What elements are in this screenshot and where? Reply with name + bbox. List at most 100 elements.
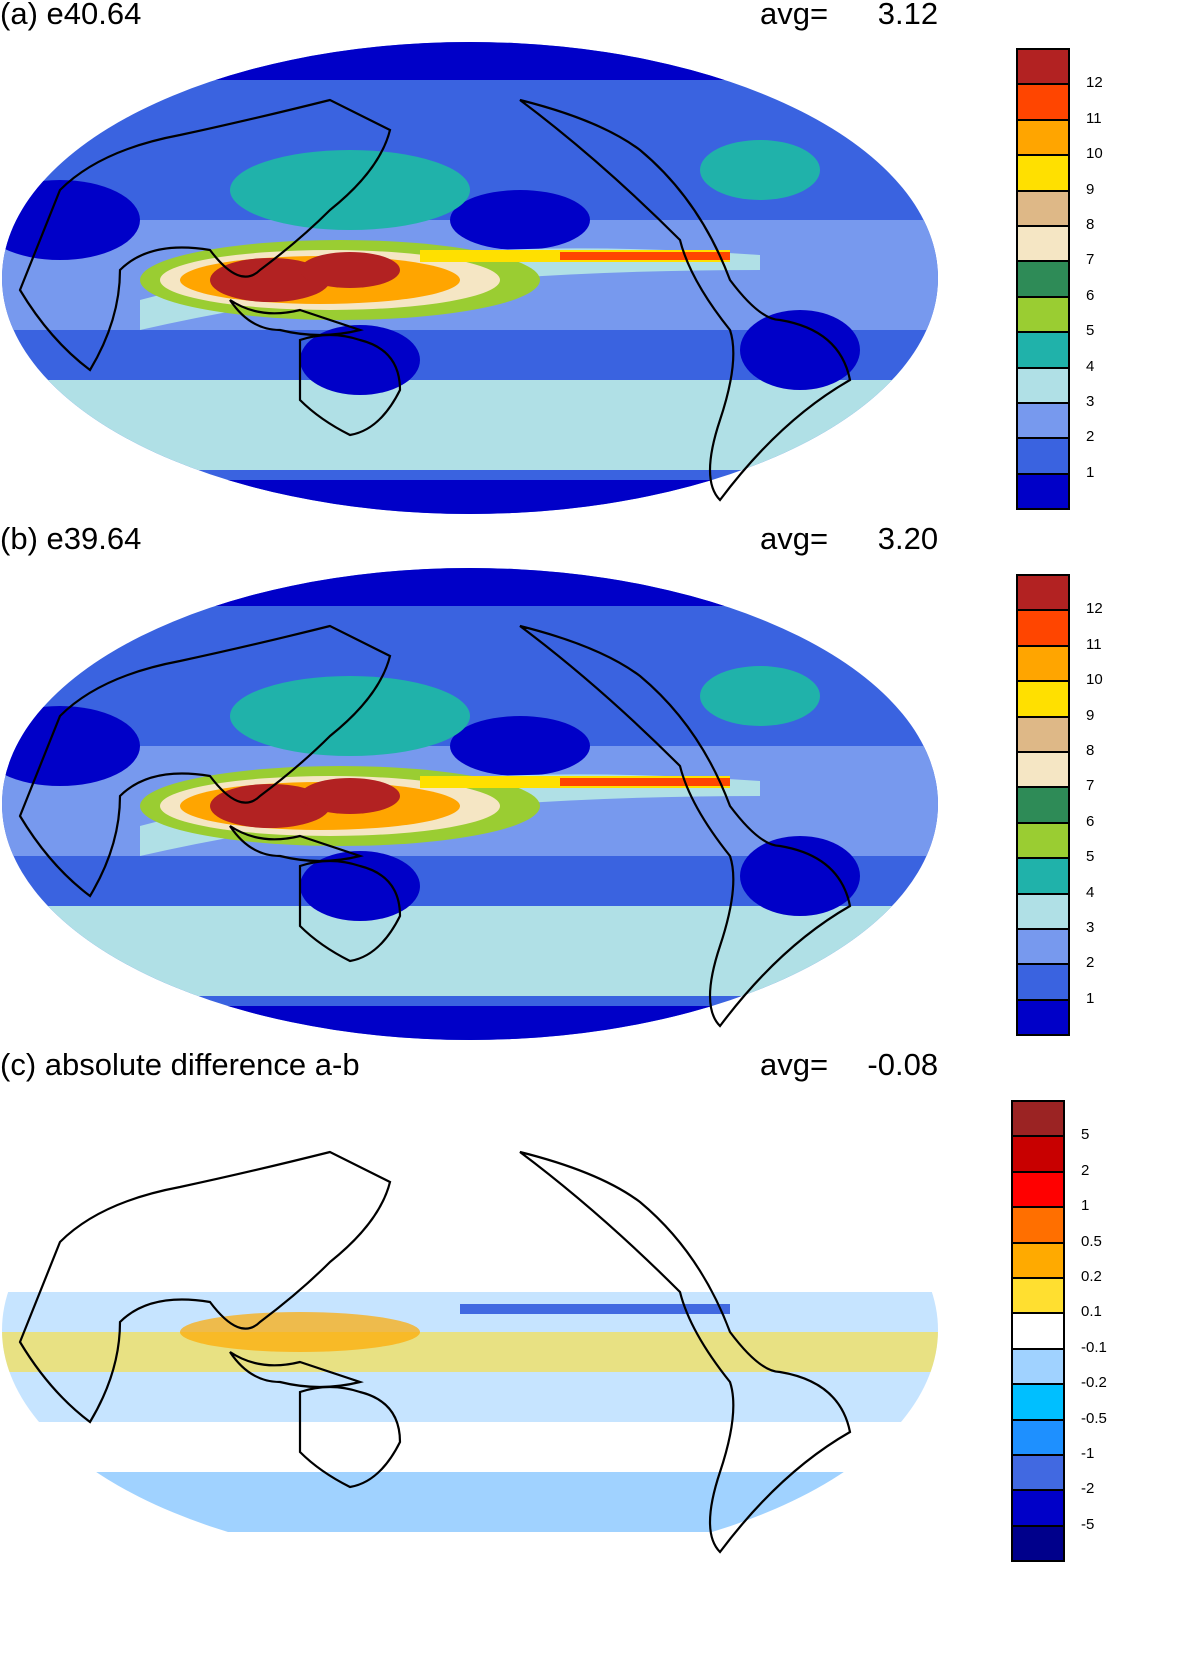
coastline <box>229 1351 364 1389</box>
colorbar-swatch <box>1016 366 1070 404</box>
colorbar-swatch <box>1016 118 1070 157</box>
coastline <box>298 859 402 963</box>
colorbar-label: 12 <box>1086 600 1103 618</box>
coastline <box>519 98 852 502</box>
precip-max <box>210 258 330 302</box>
colorbar-swatch <box>1016 574 1070 612</box>
panel-b-title: (b) e39.64 <box>0 521 142 556</box>
colorbar-swatch <box>1011 1277 1065 1315</box>
colorbar-label: 6 <box>1086 812 1095 830</box>
colorbar-label: 9 <box>1086 706 1095 724</box>
avg-value: -0.08 <box>867 1047 939 1082</box>
colorbar-label: 7 <box>1086 777 1095 795</box>
colorbar-swatch <box>1016 437 1070 475</box>
colorbar-swatch <box>1016 189 1070 227</box>
colorbar-label: 0.5 <box>1081 1232 1102 1250</box>
colorbar-label: 5 <box>1081 1126 1090 1144</box>
colorbar-label: 10 <box>1086 145 1103 163</box>
background <box>440 1222 600 1282</box>
panel-c-avg: avg= -0.08 <box>760 1047 938 1083</box>
colorbar-swatch <box>1016 644 1070 683</box>
colorbar-label: 11 <box>1086 109 1102 127</box>
colorbar-swatch <box>1011 1170 1065 1209</box>
latitude-band <box>2 1006 938 1040</box>
colorbar-label: 0.2 <box>1081 1268 1102 1285</box>
colorbar-swatch <box>1016 295 1070 334</box>
dry-region <box>300 851 420 921</box>
coastline <box>229 825 364 863</box>
dry-region <box>450 716 590 776</box>
dry-region <box>300 325 420 395</box>
colorbar-label: 1 <box>1081 1197 1090 1215</box>
colorbar-swatch <box>1016 998 1070 1037</box>
colorbar-label: 8 <box>1086 216 1095 233</box>
storm-track <box>700 666 820 726</box>
precip-max <box>300 778 400 814</box>
colorbar-swatch <box>1016 715 1070 753</box>
precip-map-b <box>2 568 938 1040</box>
colorbar-label: 5 <box>1086 848 1095 866</box>
colorbar-swatch <box>1011 1135 1065 1173</box>
colorbar-swatch <box>1011 1312 1065 1350</box>
colorbar-label: 9 <box>1086 180 1095 198</box>
colorbar-swatch <box>1016 821 1070 860</box>
precip-max <box>300 252 400 288</box>
colorbar-swatch <box>1011 1454 1065 1492</box>
colorbar-swatch <box>1016 963 1070 1001</box>
coastline <box>18 1150 392 1424</box>
colorbar-swatch <box>1016 48 1070 86</box>
colorbar-label: 1 <box>1086 989 1095 1007</box>
coastline <box>229 299 364 337</box>
colorbar-label: -0.2 <box>1081 1374 1107 1392</box>
coastline <box>519 624 852 1028</box>
colorbar-swatch <box>1016 154 1070 192</box>
colorbar-swatch <box>1016 402 1070 440</box>
avg-value: 3.12 <box>877 0 939 31</box>
colorbar-swatch <box>1011 1241 1065 1279</box>
coastline <box>298 333 402 437</box>
panel-a-title: (a) e40.64 <box>0 0 142 31</box>
colorbar-label: -1 <box>1081 1445 1095 1462</box>
colorbar-swatch <box>1016 786 1070 824</box>
coastline <box>18 624 392 898</box>
colorbar-label: 7 <box>1086 251 1095 269</box>
colorbar-swatch <box>1011 1383 1065 1421</box>
colorbar-label: -0.1 <box>1081 1338 1107 1356</box>
colorbar-label: -2 <box>1081 1480 1095 1498</box>
colorbar-label: -0.5 <box>1081 1409 1107 1427</box>
dry-region <box>740 836 860 916</box>
coastline <box>298 1385 402 1489</box>
colorbar-swatch <box>1011 1524 1065 1563</box>
colorbar-swatch <box>1016 609 1070 647</box>
latitude-band <box>2 380 938 470</box>
colorbar-swatch <box>1016 680 1070 718</box>
colorbar-label: 12 <box>1086 74 1103 92</box>
colorbar-swatch <box>1011 1206 1065 1244</box>
itcz-band <box>460 1304 730 1314</box>
colorbar-swatch <box>1016 260 1070 298</box>
difference-map <box>2 1094 938 1566</box>
precip-max <box>210 784 330 828</box>
precip-map-a <box>2 42 938 514</box>
colorbar-label: 3 <box>1086 919 1095 936</box>
colorbar-label: 4 <box>1086 357 1095 375</box>
colorbar-swatch <box>1016 225 1070 263</box>
latitude-band <box>2 906 938 996</box>
colorbar-label: 4 <box>1086 883 1095 901</box>
colorbar-swatch <box>1016 928 1070 966</box>
colorbar-label: 10 <box>1086 671 1103 689</box>
map-field <box>2 568 938 1040</box>
colorbar-label: 3 <box>1086 393 1095 410</box>
dry-region <box>450 190 590 250</box>
coastline <box>519 1150 852 1554</box>
map-field <box>2 42 938 514</box>
itcz-band <box>180 1312 420 1352</box>
colorbar-swatch <box>1016 857 1070 895</box>
colorbar-swatch <box>1011 1489 1065 1527</box>
avg-label: avg= <box>760 521 829 556</box>
colorbar-swatch <box>1016 892 1070 930</box>
colorbar-label: 1 <box>1086 463 1095 481</box>
dry-region <box>740 310 860 390</box>
panel-b-avg: avg= 3.20 <box>760 521 938 557</box>
storm-track <box>230 676 470 756</box>
